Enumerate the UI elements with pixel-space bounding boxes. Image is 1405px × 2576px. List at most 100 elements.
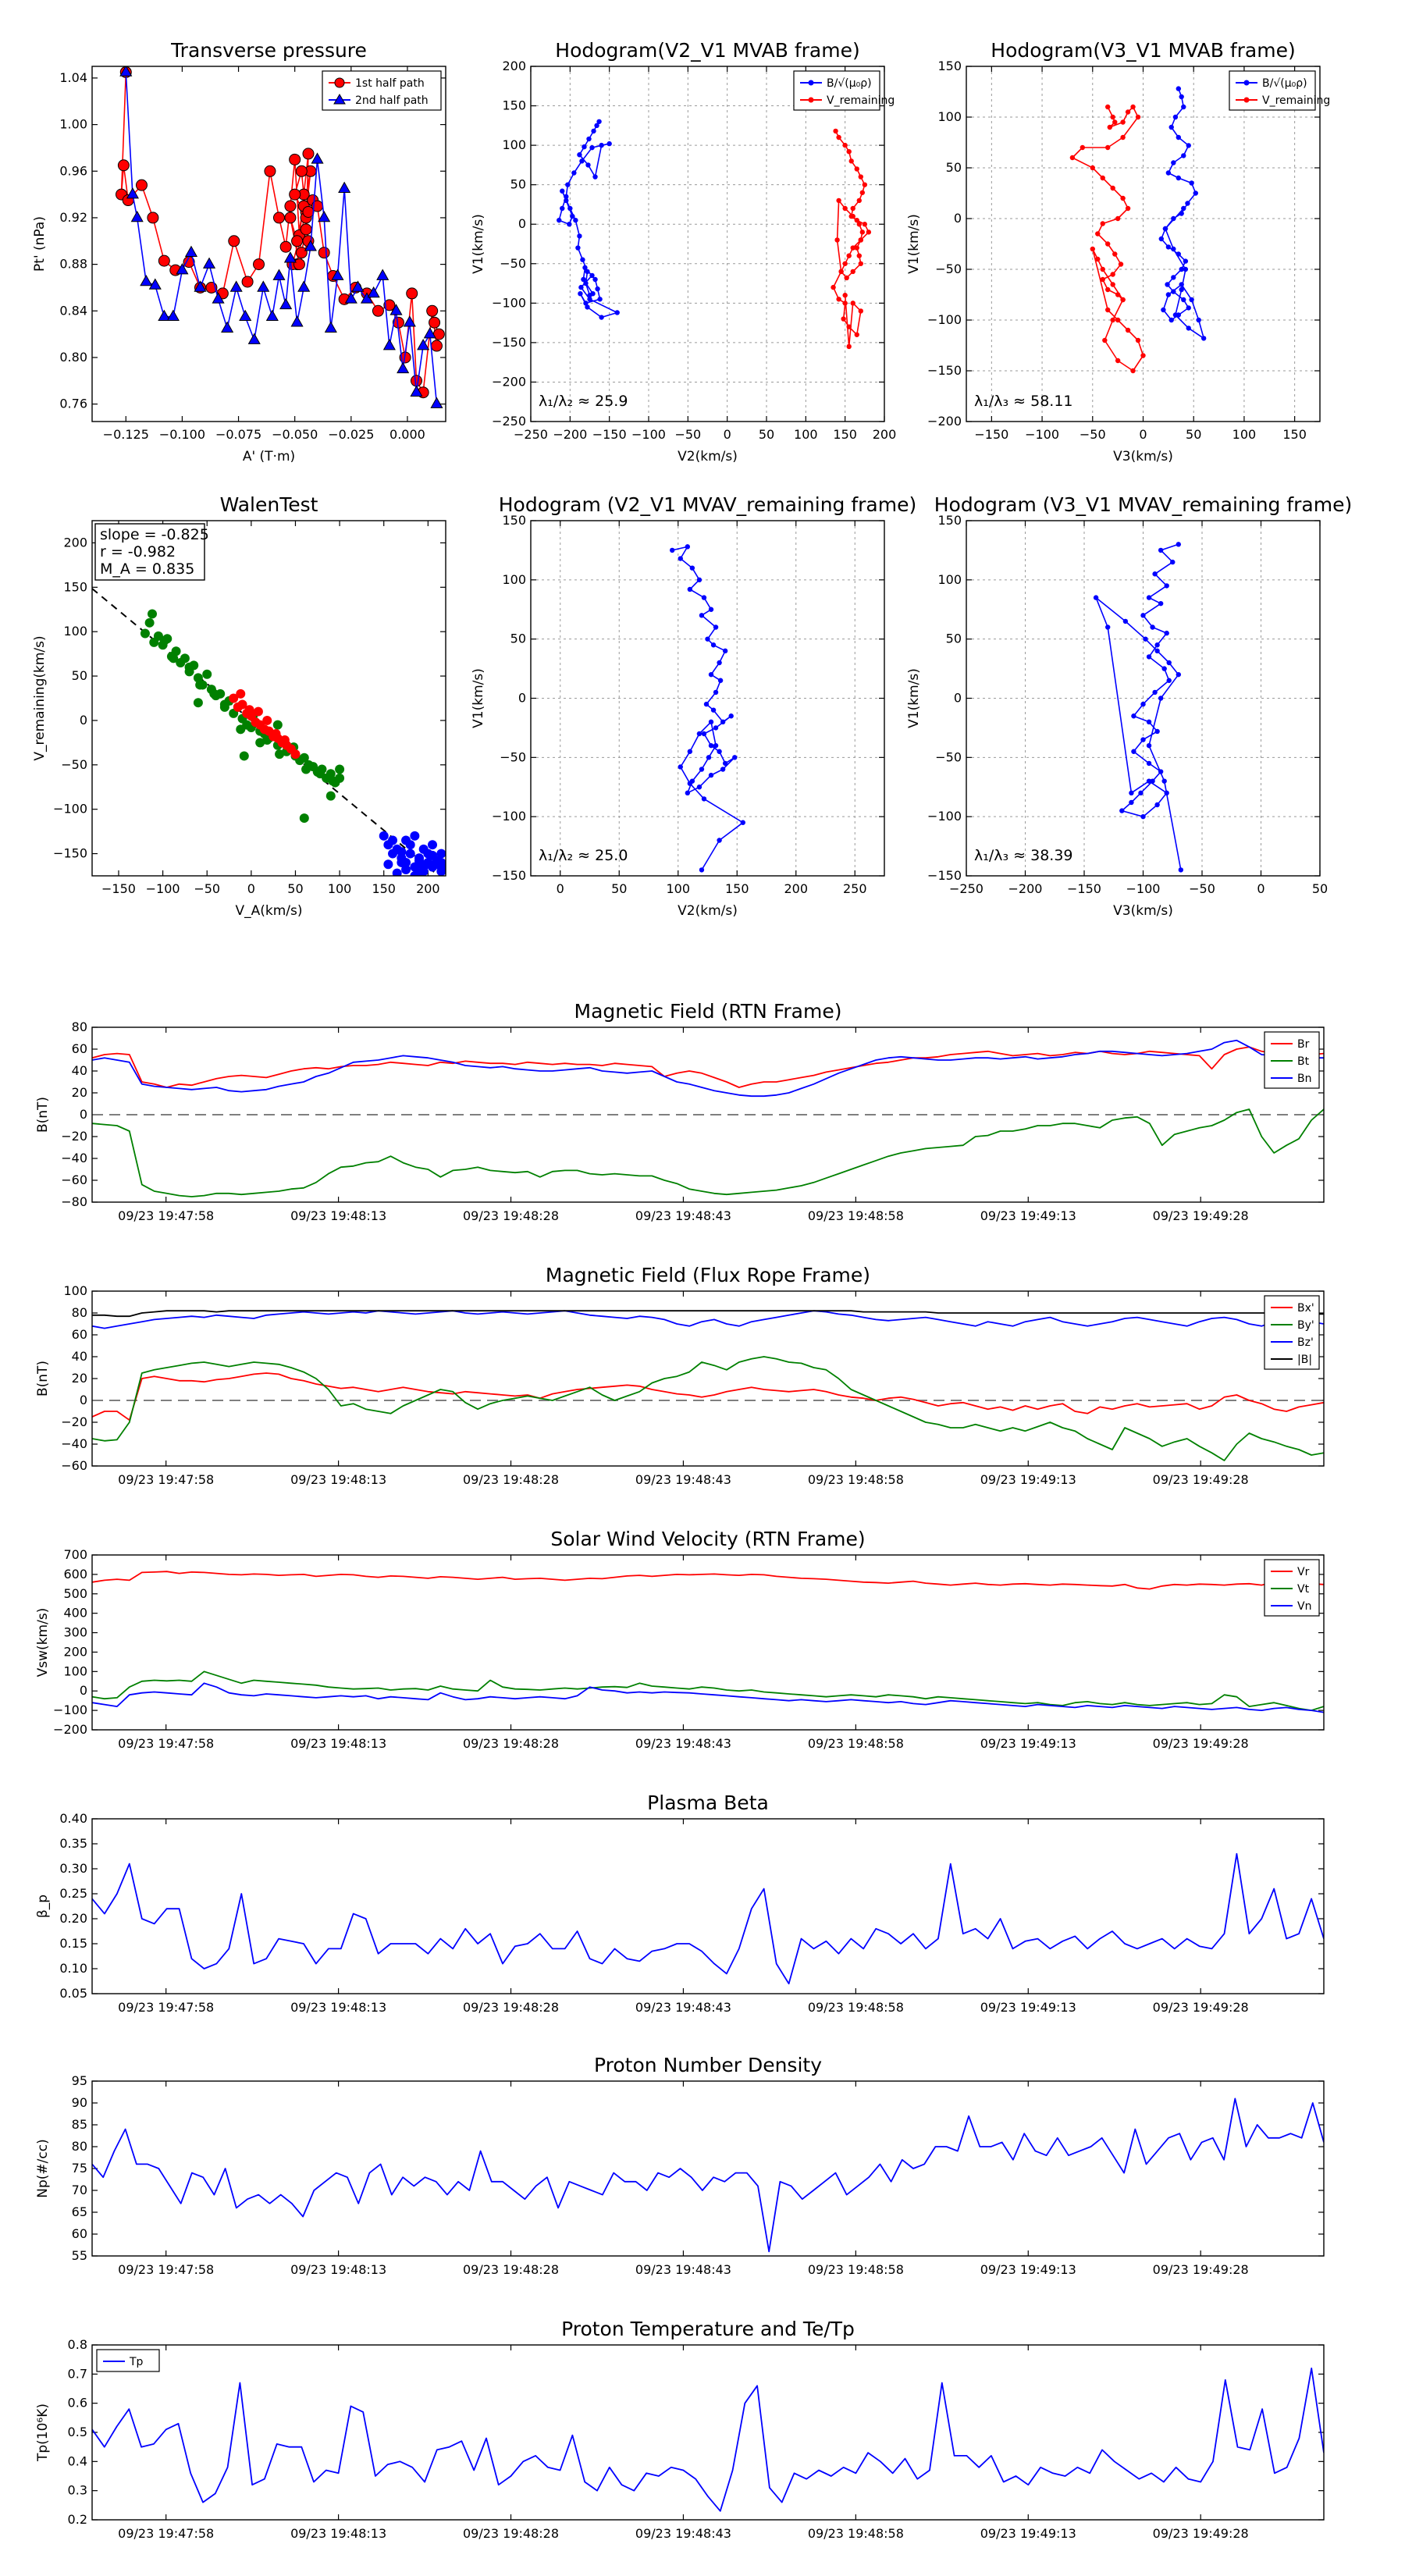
plot-area (670, 544, 745, 873)
chart-mag_rtn: Magnetic Field (RTN Frame) −80 −60 −40 −20 0 2… (35, 1000, 1325, 1223)
data-point (367, 286, 380, 298)
data-point (597, 297, 603, 302)
y-tick-label: 20 (72, 1371, 87, 1386)
chart-title: Hodogram (V2_V1 MVAV_remaining frame) (499, 493, 917, 516)
x-tick-label: −100 (631, 427, 666, 442)
y-tick-label: 700 (63, 1547, 87, 1562)
x-tick-label: −150 (974, 427, 1008, 442)
x-tick-label: −150 (101, 881, 136, 896)
x-tick-label: 50 (1186, 427, 1201, 442)
data-point (713, 725, 719, 731)
x-axis-label: V2(km/s) (678, 449, 738, 464)
data-point (1146, 760, 1152, 767)
y-tick-label: 0.2 (68, 2512, 87, 2527)
axes-frame (91, 1026, 1325, 1203)
series-line (92, 1310, 1324, 1329)
y-tick-label: −50 (935, 749, 962, 764)
data-point (687, 749, 693, 754)
y-tick-label: 60 (72, 2226, 87, 2241)
data-point (328, 776, 338, 786)
data-point (1115, 317, 1121, 323)
eigenvalue-ratio-annotation: λ₁/λ₃ ≈ 38.39 (974, 847, 1073, 864)
plot-area (1093, 542, 1184, 873)
x-tick-label: 09/23 19:48:43 (635, 2262, 731, 2277)
data-point (297, 280, 311, 292)
data-point (836, 197, 841, 204)
y-tick-label: 0 (954, 211, 962, 226)
series-line (92, 1108, 1324, 1197)
y-axis-label: V1(km/s) (906, 668, 922, 728)
data-point (705, 636, 710, 642)
data-point (560, 188, 565, 194)
y-tick-label: 0.40 (59, 1811, 87, 1826)
data-point (351, 280, 365, 292)
data-point (401, 865, 411, 875)
data-point (1152, 571, 1158, 577)
plot-area (92, 1571, 1324, 1713)
y-tick-label: 20 (72, 1085, 87, 1100)
data-point (856, 222, 862, 227)
data-point (1146, 719, 1152, 725)
legend-marker (808, 97, 814, 103)
data-point (130, 210, 144, 222)
x-tick-label: −100 (1025, 427, 1059, 442)
data-point (1171, 275, 1176, 280)
data-point (275, 749, 285, 760)
data-point (430, 340, 443, 352)
series-v-remaining (1093, 542, 1184, 873)
stats-line: r = -0.982 (100, 543, 176, 560)
data-point (1168, 317, 1174, 323)
x-tick-label: 09/23 19:49:28 (1153, 2000, 1249, 2015)
data-point (376, 269, 389, 280)
data-point (253, 258, 265, 271)
data-point (687, 781, 693, 786)
data-point (302, 148, 315, 160)
data-point (1118, 262, 1124, 267)
data-point (166, 309, 180, 322)
series-vr (92, 1571, 1324, 1590)
data-point (383, 299, 396, 311)
data-point (701, 595, 707, 600)
y-tick-label: 0.25 (59, 1886, 87, 1901)
chart-np: Proton Number Density 55 60 65 70 75 80 85 90 95 0… (35, 2054, 1325, 2277)
data-point (592, 276, 598, 283)
data-point (1135, 114, 1141, 120)
legend: Bx' By' Bz' |B| (1264, 1295, 1320, 1370)
data-point (844, 275, 849, 281)
plot-area (557, 119, 872, 350)
x-tick-label: −50 (1080, 427, 1106, 442)
data-point (578, 291, 583, 297)
data-point (140, 274, 153, 286)
y-tick-label: 0.96 (59, 163, 87, 178)
data-point (119, 66, 133, 76)
data-point (1186, 305, 1191, 311)
data-point (1176, 134, 1182, 141)
x-tick-label: 09/23 19:47:58 (118, 1208, 214, 1223)
chart-walen: WalenTest −150 −100 −50 0 50 100 150 200 −150 −100… (32, 493, 446, 919)
x-tick-label: 0 (247, 881, 255, 896)
x-tick-label: 09/23 19:48:58 (808, 1472, 904, 1487)
y-tick-label: 0.88 (59, 257, 87, 272)
data-point (859, 229, 866, 235)
data-point (579, 158, 585, 164)
x-tick-label: 09/23 19:48:43 (635, 2000, 731, 2015)
legend-label: V_remaining (1262, 94, 1330, 107)
axes-frame (91, 1818, 1325, 1994)
y-tick-label: 0 (80, 713, 87, 728)
data-point (1158, 696, 1164, 701)
data-point (311, 152, 324, 164)
eigenvalue-ratio-annotation: λ₁/λ₃ ≈ 58.11 (974, 393, 1073, 410)
axes-frame (91, 2344, 1325, 2521)
x-tick-label: −0.100 (159, 427, 205, 442)
chart-title: Hodogram(V3_V1 MVAB frame) (991, 39, 1295, 62)
series-line (1095, 543, 1182, 870)
y-axis-label: B(nT) (35, 1361, 51, 1397)
y-tick-label: −60 (61, 1172, 87, 1187)
series-bn (92, 1039, 1324, 1098)
axes-frame (530, 520, 885, 877)
data-point (283, 251, 297, 263)
data-point (1146, 742, 1152, 749)
data-point (209, 688, 219, 699)
y-tick-label: −100 (53, 1703, 87, 1717)
data-point (1146, 778, 1152, 784)
